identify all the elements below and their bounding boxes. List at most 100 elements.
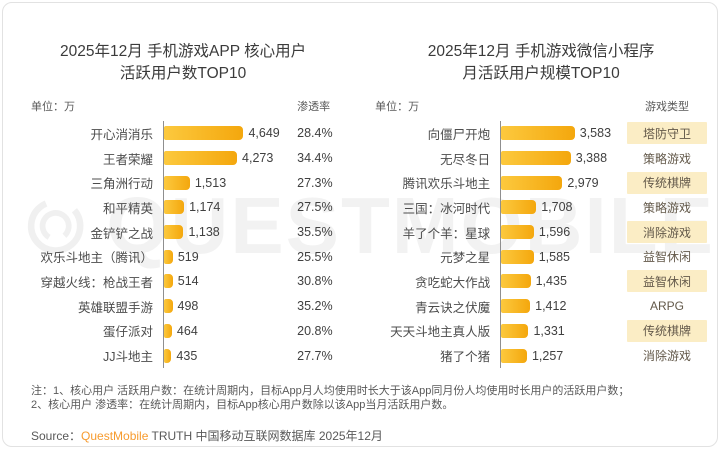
game-name: 无尽冬日 <box>440 152 491 167</box>
bar <box>164 348 172 363</box>
bar <box>501 126 575 141</box>
charts-area: 2025年12月 手机游戏APP 核心用户 活跃用户数TOP10 单位：万 渗透… <box>3 41 717 368</box>
penetration-value: 34.4% <box>297 151 333 166</box>
bar <box>501 274 531 289</box>
chart-app-core-users: 2025年12月 手机游戏APP 核心用户 活跃用户数TOP10 单位：万 渗透… <box>31 41 335 368</box>
game-name: 三国：冰河时代 <box>402 201 491 216</box>
bar-value: 1,596 <box>538 225 571 240</box>
bar-value: 2,979 <box>567 175 599 190</box>
bar <box>164 200 185 215</box>
bar <box>164 126 244 141</box>
game-name: 天天斗地主真人版 <box>390 325 491 340</box>
column-headers: 单位：万 游戏类型 <box>375 98 707 113</box>
source-prefix: Source： <box>31 428 82 443</box>
bar-value: 1,585 <box>538 249 570 264</box>
bar-value: 4,273 <box>242 151 274 166</box>
game-type-header: 游戏类型 <box>645 101 689 113</box>
game-type-chip: 益智休闲 <box>627 270 707 293</box>
table-row: 和平精英 1,174 27.5% <box>31 195 335 220</box>
bar <box>164 299 173 314</box>
game-type-chip: 消除游戏 <box>642 349 691 364</box>
game-name: 羊了个羊：星球 <box>402 226 491 241</box>
bar <box>501 225 534 240</box>
footnote-line1: 注：1、核心用户 活跃用户数：在统计周期内，目标App月人均使用时长大于该App… <box>31 384 630 397</box>
table-row: 三国：冰河时代 1,708 策略游戏 <box>375 195 707 220</box>
chart-title-line1: 2025年12月 手机游戏APP 核心用户 <box>60 43 307 60</box>
table-row: 元梦之星 1,585 益智休闲 <box>375 244 707 270</box>
app-name: 欢乐斗地主（腾讯） <box>40 251 153 266</box>
bar-value: 3,583 <box>579 126 612 141</box>
game-type-chip: 策略游戏 <box>642 200 691 215</box>
bar <box>164 249 173 264</box>
unit-label: 单位：万 <box>31 101 75 113</box>
game-type-chip: 消除游戏 <box>627 221 707 244</box>
app-name: 开心消消乐 <box>90 127 153 142</box>
bar <box>164 175 190 190</box>
game-name: 贪吃蛇大作战 <box>415 275 491 290</box>
bar-value: 464 <box>176 323 198 338</box>
app-name: 和平精英 <box>102 201 153 216</box>
bar-value: 1,708 <box>541 200 573 215</box>
app-name: 金铲铲之战 <box>90 226 153 241</box>
table-row: 开心消消乐 4,649 28.4% <box>31 121 335 146</box>
app-name: 蛋仔派对 <box>102 325 153 340</box>
bar-value: 519 <box>177 249 199 264</box>
table-row: 青云诀之伏魔 1,412 ARPG <box>375 293 707 319</box>
bar <box>164 323 172 338</box>
bar <box>501 323 529 338</box>
game-type-chip: ARPG <box>649 299 684 314</box>
bar <box>501 348 527 363</box>
app-name: 英雄联盟手游 <box>77 300 153 315</box>
penetration-value: 27.3% <box>297 175 333 190</box>
penetration-value: 35.2% <box>297 299 333 314</box>
bar-value: 498 <box>177 299 199 314</box>
bar-value: 1,331 <box>533 323 565 338</box>
bar <box>501 151 571 166</box>
penetration-value: 30.8% <box>297 274 333 289</box>
bar <box>501 299 531 314</box>
penetration-value: 28.4% <box>297 126 333 141</box>
bar-rows: 开心消消乐 4,649 28.4% 王者荣耀 4,273 34.4% 三角洲行动… <box>31 121 335 368</box>
game-name: 青云诀之伏魔 <box>415 300 491 315</box>
footnotes: 注：1、核心用户 活跃用户数：在统计周期内，目标App月人均使用时长大于该App… <box>3 384 717 412</box>
game-type-chip: 传统棋牌 <box>627 171 707 194</box>
bar <box>164 151 238 166</box>
penetration-value: 27.7% <box>297 348 333 363</box>
game-name: 腾讯欢乐斗地主 <box>402 177 491 192</box>
bar-value: 1,174 <box>189 200 221 215</box>
bar-value: 514 <box>177 274 199 289</box>
table-row: 向僵尸开炮 3,583 塔防守卫 <box>375 121 707 146</box>
table-row: 欢乐斗地主（腾讯） 519 25.5% <box>31 244 335 270</box>
bar-rows: 向僵尸开炮 3,583 塔防守卫 无尽冬日 3,388 策略游戏 腾讯欢乐斗地主… <box>375 121 707 368</box>
bar-value: 3,388 <box>575 151 608 166</box>
bar-value: 4,649 <box>248 126 280 141</box>
chart-title-line2: 月活跃用户规模TOP10 <box>462 65 620 82</box>
chart-miniprogram-mau: 2025年12月 手机游戏微信小程序 月活跃用户规模TOP10 单位：万 游戏类… <box>375 41 707 368</box>
bar-value: 1,435 <box>535 274 567 289</box>
bar <box>501 175 563 190</box>
penetration-header: 渗透率 <box>297 101 331 113</box>
table-row: 天天斗地主真人版 1,331 传统棋牌 <box>375 318 707 344</box>
chart-title-line1: 2025年12月 手机游戏微信小程序 <box>427 43 655 60</box>
game-type-chip: 益智休闲 <box>642 250 691 265</box>
bar <box>164 225 184 240</box>
game-type-chip: 传统棋牌 <box>627 319 707 342</box>
table-row: 金铲铲之战 1,138 35.5% <box>31 219 335 245</box>
table-row: 三角洲行动 1,513 27.3% <box>31 170 335 196</box>
app-name: JJ斗地主 <box>102 350 153 365</box>
bar <box>501 200 537 215</box>
table-row: 羊了个羊：星球 1,596 消除游戏 <box>375 219 707 245</box>
table-row: 猪了个猪 1,257 消除游戏 <box>375 343 707 368</box>
penetration-value: 20.8% <box>297 323 333 338</box>
penetration-value: 25.5% <box>297 249 333 264</box>
game-name: 向僵尸开炮 <box>427 127 491 142</box>
chart-title: 2025年12月 手机游戏APP 核心用户 活跃用户数TOP10 <box>31 41 335 85</box>
table-row: 无尽冬日 3,388 策略游戏 <box>375 145 707 171</box>
table-row: 穿越火线：枪战王者 514 30.8% <box>31 269 335 294</box>
bar <box>164 274 173 289</box>
table-row: JJ斗地主 435 27.7% <box>31 343 335 368</box>
chart-title-line2: 活跃用户数TOP10 <box>119 65 247 82</box>
bar-value: 1,412 <box>535 299 567 314</box>
bar <box>501 249 534 264</box>
game-type-chip: 策略游戏 <box>642 151 691 166</box>
